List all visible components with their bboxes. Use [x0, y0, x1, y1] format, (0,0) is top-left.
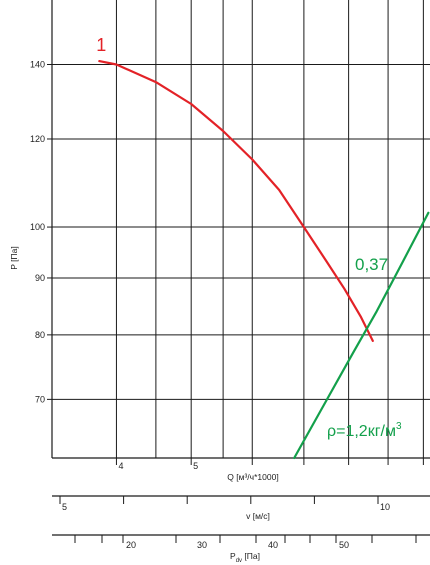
velocity-axis: 5 10 v [м/с]: [52, 495, 430, 521]
v-tick-label: 10: [380, 502, 390, 512]
y-tick-label: 70: [35, 394, 45, 404]
y-tick-label: 140: [30, 60, 45, 70]
curve-label-0-37: 0,37: [355, 255, 388, 274]
density-label: ρ=1,2кг/м3: [327, 421, 402, 440]
pdv-tick-label: 20: [126, 540, 136, 550]
density-label-text: ρ=1,2кг/м: [327, 423, 396, 440]
plot-frame: [51, 0, 430, 459]
x-tick-label: 4: [118, 461, 123, 471]
pdv-axis-title-main: P: [230, 551, 236, 561]
y-tick-label: 90: [35, 273, 45, 283]
pdv-axis-title: Pdv [Па]: [230, 551, 260, 564]
pdv-tick-label: 50: [339, 540, 349, 550]
v-tick-label: 5: [62, 502, 67, 512]
system-curve-line: [293, 211, 430, 460]
plot-grid: [52, 0, 430, 458]
pdv-tick-label: 30: [197, 540, 207, 550]
density-label-superscript: 3: [396, 421, 402, 432]
x-axis-title: Q [м³/ч*1000]: [227, 472, 278, 482]
v-axis-title: v [м/с]: [246, 511, 270, 521]
pdv-axis-title-unit: [Па]: [242, 551, 260, 561]
y-tick-label: 100: [30, 222, 45, 232]
pdv-tick-label: 40: [268, 540, 278, 550]
y-tick-label: 120: [30, 134, 45, 144]
fan-curve-line: [98, 59, 374, 342]
annotation-layer: 1 0,37 ρ=1,2кг/м3: [96, 35, 402, 440]
pdv-axis-title-sub: dv: [236, 558, 242, 564]
series-layer: [98, 59, 430, 460]
y-axis-title: P [Па]: [9, 246, 19, 269]
dynamic-pressure-axis: 20 30 40 50 Pdv [Па]: [52, 534, 430, 564]
y-tick-label: 80: [35, 330, 45, 340]
y-axis-ticks: 140 120 100 90 80 70: [30, 60, 52, 404]
curve-label-1: 1: [96, 35, 106, 55]
x-tick-label: 5: [193, 461, 198, 471]
